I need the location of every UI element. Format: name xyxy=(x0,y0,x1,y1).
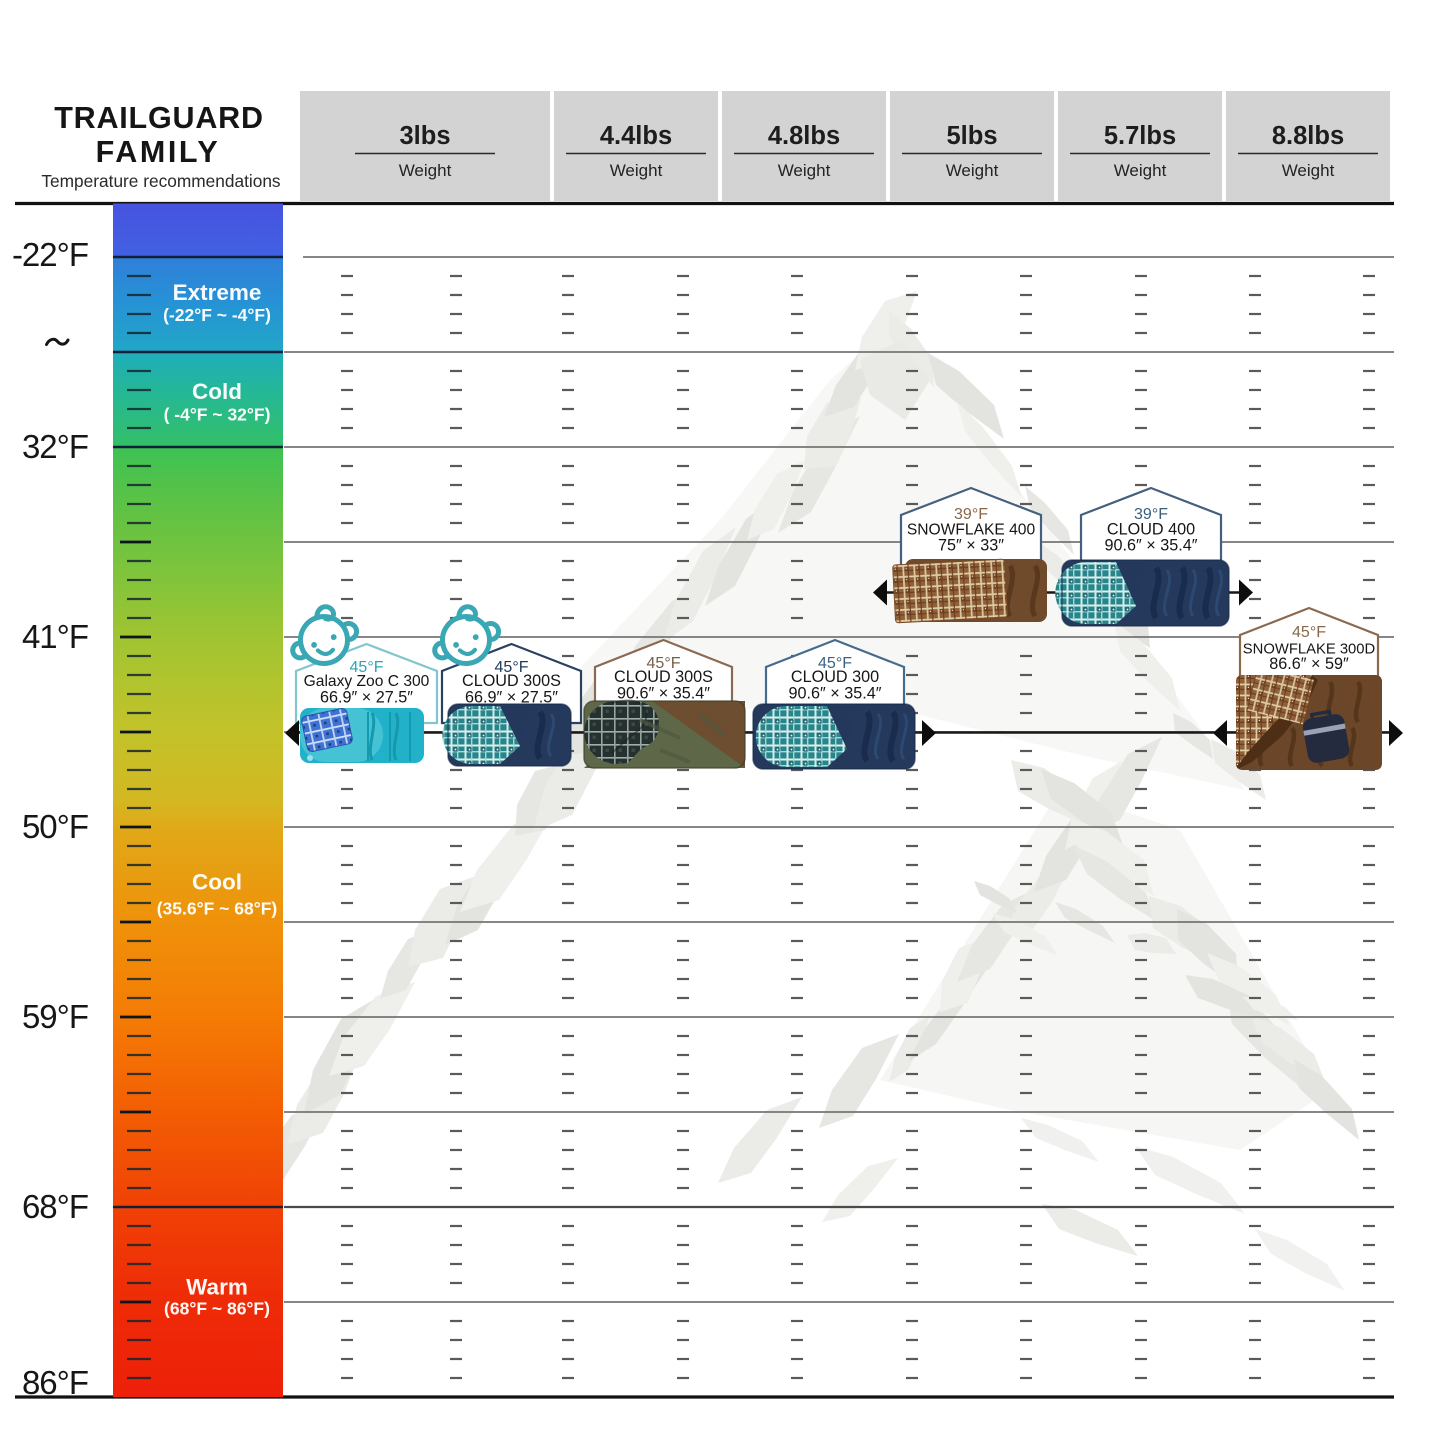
svg-text:90.6″ × 35.4″: 90.6″ × 35.4″ xyxy=(789,685,882,703)
svg-text:Warm: Warm xyxy=(186,1275,248,1300)
svg-text:(35.6°F ~ 68°F): (35.6°F ~ 68°F) xyxy=(157,899,278,919)
svg-text:59°F: 59°F xyxy=(22,998,88,1035)
svg-text:32°F: 32°F xyxy=(22,428,88,465)
svg-text:Cool: Cool xyxy=(192,870,242,895)
svg-text:Weight: Weight xyxy=(1114,161,1167,180)
svg-text:5lbs: 5lbs xyxy=(946,122,997,150)
svg-text:5.7lbs: 5.7lbs xyxy=(1104,122,1176,150)
svg-text:Weight: Weight xyxy=(399,161,452,180)
svg-text:CLOUD 300S: CLOUD 300S xyxy=(614,668,713,686)
svg-text:CLOUD 300: CLOUD 300 xyxy=(791,668,879,686)
svg-text:Galaxy Zoo C 300: Galaxy Zoo C 300 xyxy=(304,673,430,690)
svg-text:86.6″ × 59″: 86.6″ × 59″ xyxy=(1269,655,1349,673)
svg-text:CLOUD 300S: CLOUD 300S xyxy=(462,672,561,690)
svg-text:45°F: 45°F xyxy=(818,655,852,672)
svg-text:75″ × 33″: 75″ × 33″ xyxy=(938,537,1004,555)
svg-text:90.6″ × 35.4″: 90.6″ × 35.4″ xyxy=(617,685,710,703)
svg-text:45°F: 45°F xyxy=(495,659,529,676)
svg-text:Temperature recommendations: Temperature recommendations xyxy=(41,171,281,191)
svg-text:86°F: 86°F xyxy=(22,1364,88,1401)
svg-text:90.6″ × 35.4″: 90.6″ × 35.4″ xyxy=(1105,537,1198,555)
svg-text:( -4°F ~ 32°F): ( -4°F ~ 32°F) xyxy=(164,405,271,425)
svg-text:41°F: 41°F xyxy=(22,618,88,655)
svg-text:45°F: 45°F xyxy=(350,659,384,676)
svg-text:8.8lbs: 8.8lbs xyxy=(1272,122,1344,150)
svg-text:SNOWFLAKE 300D: SNOWFLAKE 300D xyxy=(1243,642,1375,658)
svg-text:50°F: 50°F xyxy=(22,808,88,845)
svg-text:CLOUD 400: CLOUD 400 xyxy=(1107,521,1195,539)
svg-text:Weight: Weight xyxy=(610,161,663,180)
svg-text:39°F: 39°F xyxy=(954,506,988,523)
svg-text:4.8lbs: 4.8lbs xyxy=(768,122,840,150)
svg-text:39°F: 39°F xyxy=(1134,506,1168,523)
svg-text:66.9″ × 27.5″: 66.9″ × 27.5″ xyxy=(320,689,413,707)
svg-text:4.4lbs: 4.4lbs xyxy=(600,122,672,150)
svg-text:Extreme: Extreme xyxy=(173,280,262,305)
svg-text:66.9″ × 27.5″: 66.9″ × 27.5″ xyxy=(465,689,558,707)
svg-text:FAMILY: FAMILY xyxy=(96,135,221,169)
svg-text:SNOWFLAKE 400: SNOWFLAKE 400 xyxy=(907,522,1036,539)
svg-text:Weight: Weight xyxy=(946,161,999,180)
svg-text:3lbs: 3lbs xyxy=(399,122,450,150)
svg-text:Cold: Cold xyxy=(192,379,242,404)
svg-text:(68°F ~ 86°F): (68°F ~ 86°F) xyxy=(164,1299,270,1319)
svg-text:-22°F: -22°F xyxy=(12,236,88,273)
svg-text:(-22°F ~ -4°F): (-22°F ~ -4°F) xyxy=(163,305,271,325)
svg-text:45°F: 45°F xyxy=(647,655,681,672)
svg-text:68°F: 68°F xyxy=(22,1188,88,1225)
svg-text:Weight: Weight xyxy=(778,161,831,180)
svg-text:Weight: Weight xyxy=(1282,161,1335,180)
svg-text:45°F: 45°F xyxy=(1292,624,1326,641)
svg-text:TRAILGUARD: TRAILGUARD xyxy=(54,101,264,135)
